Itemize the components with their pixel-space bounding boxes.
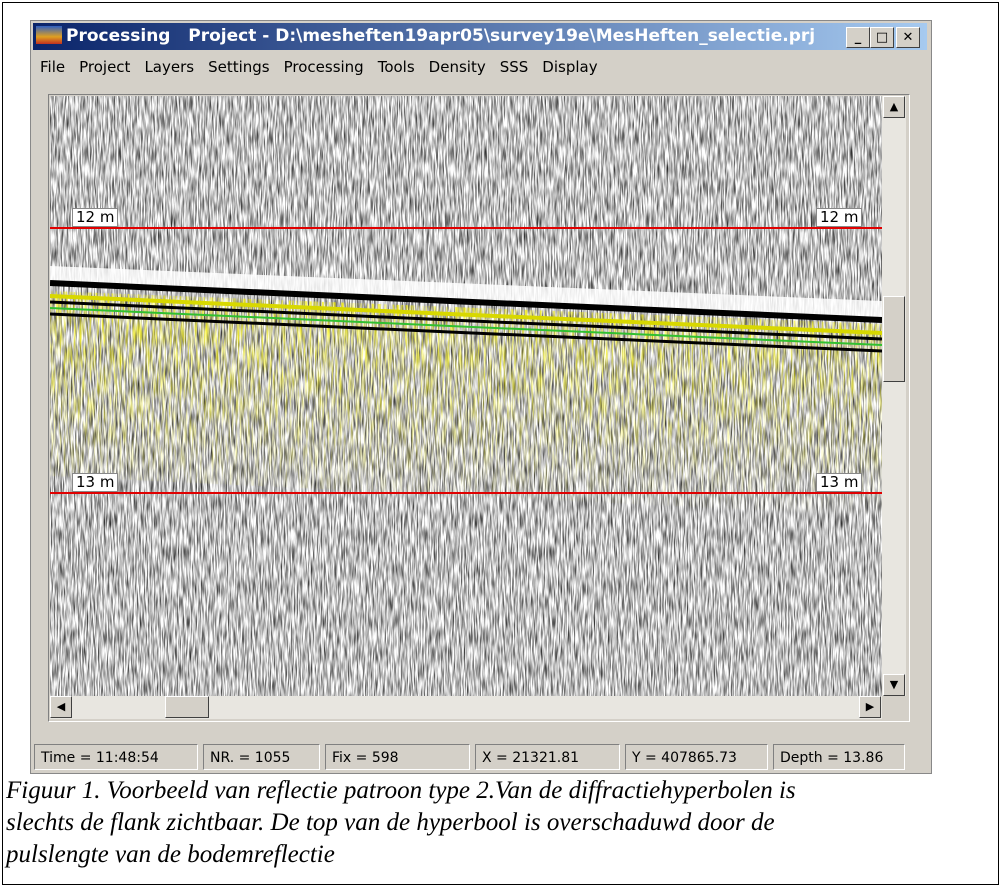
vertical-thumb[interactable] [883, 296, 905, 382]
app-name: Processing [66, 26, 171, 46]
scroll-right[interactable]: ▶ [859, 696, 881, 718]
view-border [48, 94, 910, 722]
menu-item[interactable]: Layers [144, 58, 195, 76]
status-field: Y = 407865.73 [625, 744, 768, 770]
vertical-scrollbar[interactable] [882, 96, 906, 696]
title-bar: Processing Project - D:\mesheften19apr05… [33, 23, 927, 50]
scroll-up[interactable]: ▲ [883, 96, 905, 118]
horizontal-scrollbar[interactable] [50, 696, 882, 719]
status-field: X = 21321.81 [475, 744, 620, 770]
close-button[interactable]: ✕ [896, 27, 920, 48]
depth-label: 12 m [72, 208, 119, 227]
figure-caption: Figuur 1. Voorbeeld van reflectie patroo… [6, 775, 796, 871]
menu-bar: File Project Layers Settings Processing Tools… [40, 58, 612, 76]
depth-label: 13 m [72, 473, 119, 492]
menu-item[interactable]: Display [542, 58, 598, 76]
horizontal-thumb[interactable] [165, 696, 209, 718]
menu-item[interactable]: Density [428, 58, 486, 76]
depth-label: 12 m [816, 208, 863, 227]
caption-line: pulslengte van de bodemreflectie [6, 841, 335, 868]
caption-line: Figuur 1. Voorbeeld van reflectie patroo… [6, 777, 796, 804]
status-field: NR. = 1055 [203, 744, 320, 770]
depth-label: 13 m [816, 473, 863, 492]
menu-item[interactable]: Processing [283, 58, 364, 76]
scroll-left[interactable]: ◀ [50, 696, 72, 718]
project-path: Project - D:\mesheften19apr05\survey19e\… [188, 26, 816, 46]
seismic-image [50, 96, 882, 696]
caption-line: slechts de flank zichtbaar. De top van d… [6, 809, 775, 836]
minimize-button[interactable]: _ [846, 27, 870, 48]
status-field: Time = 11:48:54 [34, 744, 198, 770]
scroll-down[interactable]: ▼ [883, 674, 905, 696]
status-field: Depth = 13.86 [773, 744, 905, 770]
menu-item[interactable]: Tools [377, 58, 415, 76]
menu-item[interactable]: Project [79, 58, 131, 76]
status-field: Fix = 598 [325, 744, 470, 770]
menu-item[interactable]: File [40, 58, 66, 76]
app-icon [36, 26, 62, 44]
menu-item[interactable]: Settings [208, 58, 270, 76]
maximize-button[interactable]: □ [870, 27, 894, 48]
menu-item[interactable]: SSS [499, 58, 529, 76]
